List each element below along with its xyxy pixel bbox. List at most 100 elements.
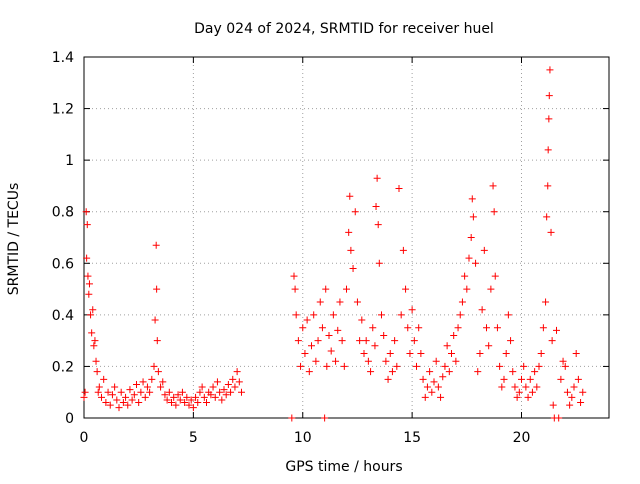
data-point [301, 350, 309, 358]
data-point [161, 391, 169, 399]
data-point [386, 350, 394, 358]
data-point [493, 324, 501, 332]
y-tick-label: 1.4 [52, 50, 74, 66]
data-point [336, 298, 344, 306]
data-point [153, 285, 161, 293]
data-point [297, 362, 305, 370]
data-point [384, 375, 392, 383]
data-point [85, 290, 93, 298]
data-point [139, 378, 147, 386]
data-point [325, 331, 333, 339]
data-point [303, 316, 311, 324]
y-tick-label: 0.6 [52, 256, 74, 272]
data-point [543, 213, 551, 221]
y-tick-label: 0 [65, 411, 74, 427]
data-point [406, 350, 414, 358]
data-point [358, 316, 366, 324]
data-point [478, 306, 486, 314]
data-point [93, 368, 101, 376]
data-point [553, 326, 560, 334]
data-point [441, 362, 449, 370]
data-point [504, 311, 512, 319]
data-point [472, 259, 480, 267]
x-tick-label: 10 [294, 430, 312, 446]
data-point [322, 285, 330, 293]
data-point [338, 337, 346, 345]
data-point [91, 337, 99, 345]
data-point [423, 383, 431, 391]
data-point [292, 311, 300, 319]
data-point [343, 285, 350, 293]
data-point [130, 391, 138, 399]
data-point [417, 350, 425, 358]
y-tick-label: 1.2 [52, 102, 74, 118]
data-point [106, 401, 114, 409]
data-point [200, 393, 208, 401]
data-point [397, 311, 405, 319]
data-point [356, 337, 364, 345]
data-point [434, 383, 442, 391]
data-point [402, 285, 410, 293]
data-point [458, 298, 466, 306]
data-point [469, 213, 477, 221]
data-point [291, 285, 299, 293]
data-point [148, 375, 156, 383]
data-point [430, 378, 438, 386]
data-point [209, 383, 217, 391]
data-point [437, 393, 445, 401]
data-point [95, 383, 103, 391]
data-point [323, 362, 331, 370]
data-point [290, 272, 298, 280]
data-point [128, 396, 136, 404]
data-point [340, 362, 348, 370]
data-point [544, 182, 552, 190]
data-point [89, 306, 97, 314]
data-point [545, 115, 553, 123]
data-point [555, 414, 563, 422]
data-point [117, 388, 125, 396]
data-point [122, 393, 130, 401]
data-point [421, 393, 429, 401]
data-point [312, 357, 320, 365]
data-point [178, 388, 186, 396]
y-tick-label: 0.2 [52, 359, 74, 375]
data-point [450, 331, 458, 339]
data-point [192, 393, 200, 401]
data-point [227, 388, 235, 396]
grid-layer [84, 57, 609, 418]
data-point [561, 362, 569, 370]
x-tick-label: 15 [403, 430, 421, 446]
data-point [133, 380, 140, 388]
data-point [124, 401, 132, 409]
data-point [388, 368, 396, 376]
data-point [143, 383, 151, 391]
data-point [545, 92, 553, 100]
data-point [480, 246, 488, 254]
data-point [126, 386, 134, 394]
data-point [305, 368, 313, 376]
data-point [82, 208, 90, 216]
data-point [364, 357, 372, 365]
x-tick-label: 0 [80, 430, 89, 446]
data-point [544, 146, 552, 154]
data-point [577, 399, 585, 407]
data-point [310, 311, 318, 319]
data-point [198, 383, 206, 391]
data-point [327, 347, 335, 355]
data-point [218, 396, 226, 404]
data-point [288, 414, 296, 422]
data-point [559, 357, 567, 365]
data-point [87, 311, 95, 319]
data-point [502, 350, 510, 358]
data-point [547, 228, 555, 236]
data-point [490, 208, 498, 216]
data-point [233, 368, 241, 376]
data-point [549, 401, 557, 409]
data-point [294, 337, 302, 345]
data-point [539, 324, 547, 332]
data-point [474, 368, 482, 376]
data-point [207, 391, 215, 399]
y-tick-label: 0.4 [52, 308, 74, 324]
data-point [533, 383, 541, 391]
